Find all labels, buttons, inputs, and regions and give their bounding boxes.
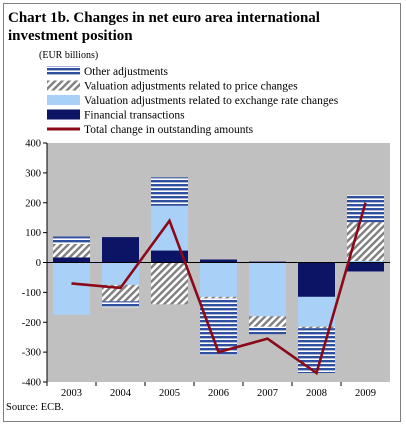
bar-valuation-adjustments-related-to-exchange-rate-changes-2006 <box>200 262 237 297</box>
x-tick-label: 2009 <box>355 388 376 399</box>
legend-label-total-change-in-outstanding-amounts: Total change in outstanding amounts <box>84 124 254 136</box>
bar-other-adjustments-2009 <box>347 195 384 223</box>
y-tick-label: -200 <box>22 318 41 329</box>
unit-label: (EUR billions) <box>39 50 99 61</box>
y-tick-label: 400 <box>25 139 41 150</box>
bar-valuation-adjustments-related-to-exchange-rate-changes-2009 <box>347 261 384 263</box>
bar-financial-transactions-2004 <box>102 237 139 263</box>
bar-valuation-adjustments-related-to-exchange-rate-changes-2007 <box>249 262 286 317</box>
legend-label-valuation-adjustments-related-to-price-changes: Valuation adjustments related to price c… <box>84 81 298 93</box>
legend-label-financial-transactions: Financial transactions <box>84 110 185 122</box>
x-tick-label: 2004 <box>110 388 132 399</box>
bar-valuation-adjustments-related-to-price-changes-2008 <box>298 326 335 329</box>
legend-label-valuation-adjustments-related-to-exchange-rate-changes: Valuation adjustments related to exchang… <box>84 95 339 107</box>
y-tick-label: 100 <box>25 228 41 239</box>
y-tick-label: 200 <box>25 198 41 209</box>
bar-other-adjustments-2008 <box>298 328 335 374</box>
legend-swatch-valuation-adjustments-related-to-price-changes <box>47 80 80 91</box>
chart-frame <box>3 3 401 422</box>
bar-valuation-adjustments-related-to-exchange-rate-changes-2004 <box>102 262 139 285</box>
legend-label-other-adjustments: Other adjustments <box>84 66 169 78</box>
x-tick-label: 2003 <box>61 388 82 399</box>
bar-other-adjustments-2005 <box>151 177 188 206</box>
y-tick-label: -100 <box>22 288 41 299</box>
bar-other-adjustments-2003 <box>53 236 90 244</box>
bar-valuation-adjustments-related-to-price-changes-2009 <box>347 222 384 262</box>
bar-other-adjustments-2007 <box>249 326 286 335</box>
bar-valuation-adjustments-related-to-price-changes-2007 <box>249 316 286 327</box>
x-tick-label: 2007 <box>257 388 278 399</box>
bar-valuation-adjustments-related-to-price-changes-2004 <box>102 284 139 302</box>
legend-swatch-financial-transactions <box>47 109 80 120</box>
bar-financial-transactions-2005 <box>151 250 188 263</box>
bar-valuation-adjustments-related-to-price-changes-2003 <box>53 243 90 258</box>
legend-swatch-other-adjustments <box>47 66 80 76</box>
bar-financial-transactions-2008 <box>298 262 335 297</box>
y-tick-label: 0 <box>36 258 41 269</box>
bar-financial-transactions-2006 <box>200 259 237 263</box>
bar-valuation-adjustments-related-to-price-changes-2006 <box>200 296 237 299</box>
x-tick-label: 2006 <box>208 388 229 399</box>
bar-valuation-adjustments-related-to-exchange-rate-changes-2003 <box>53 262 90 315</box>
legend: Other adjustments Valuation adjustments r… <box>47 66 339 136</box>
legend-swatch-valuation-adjustments-related-to-exchange-rate-changes <box>47 95 80 105</box>
y-tick-label: 300 <box>25 168 41 179</box>
y-tick-label: -400 <box>22 378 41 389</box>
x-tick-label: 2008 <box>306 388 327 399</box>
bar-valuation-adjustments-related-to-exchange-rate-changes-2005 <box>151 205 188 251</box>
chart-title: Chart 1b. Changes in net euro area inter… <box>8 10 320 44</box>
axis-layer: 400 300 200 100 0 -100 -200 -300 -400 2003 2004 200… <box>22 139 390 399</box>
y-tick-label: -300 <box>22 348 41 359</box>
line-layer <box>71 202 367 376</box>
bar-financial-transactions-2003 <box>53 257 90 263</box>
x-tick-label: 2005 <box>159 388 180 399</box>
bar-other-adjustments-2006 <box>200 298 237 356</box>
bar-valuation-adjustments-related-to-price-changes-2005 <box>151 262 188 305</box>
bar-valuation-adjustments-related-to-exchange-rate-changes-2008 <box>298 296 335 327</box>
bars-layer <box>53 177 384 374</box>
source-note: Source: ECB. <box>6 402 64 413</box>
bar-financial-transactions-2009 <box>347 262 384 272</box>
bar-other-adjustments-2004 <box>102 301 139 308</box>
